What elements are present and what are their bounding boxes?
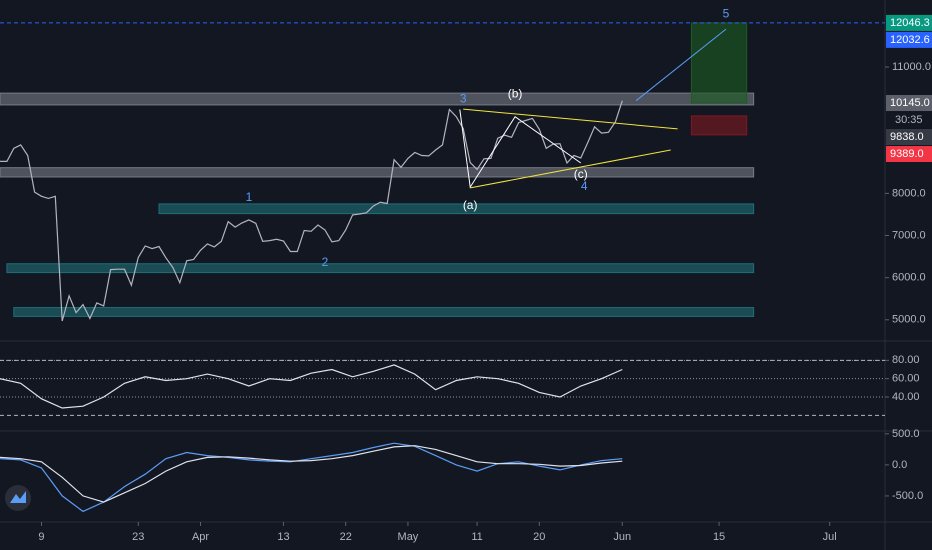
price-label: 9838.0 — [890, 131, 924, 143]
trend-line — [635, 28, 727, 102]
x-tick-label: 20 — [533, 531, 545, 543]
x-tick-label: 23 — [132, 531, 144, 543]
zone — [690, 115, 748, 136]
trend-line — [459, 109, 582, 189]
x-tick-label: 15 — [713, 531, 725, 543]
y-tick-label: 7000.0 — [892, 229, 926, 241]
price-label-box — [886, 14, 932, 31]
pane: 5 3 (b) (a) (c)4 1 2 — [0, 6, 885, 322]
price-label-box — [886, 95, 932, 112]
logo-glyph[interactable] — [10, 491, 26, 503]
x-tick-label: 11 — [471, 531, 482, 543]
y-tick-label: 11000.0 — [892, 61, 931, 73]
annotation: (b) — [508, 87, 523, 101]
x-tick-label: 13 — [277, 531, 289, 543]
zone — [13, 307, 755, 317]
annotation: 5 — [723, 6, 730, 20]
trend-line — [470, 149, 671, 189]
countdown: 30:35 — [895, 114, 923, 126]
price-label: 12046.3 — [890, 17, 930, 29]
pane — [0, 359, 885, 416]
x-tick-label: Apr — [192, 531, 209, 543]
price-label: 10145.0 — [890, 97, 930, 109]
annotation: 1 — [246, 190, 253, 204]
x-tick-label: May — [398, 531, 419, 543]
annotation: 3 — [460, 92, 467, 106]
y-tick-label: -500.0 — [892, 490, 923, 502]
y-tick-label: 80.00 — [892, 354, 920, 366]
countdown-box — [886, 112, 932, 129]
series-line — [0, 100, 623, 322]
zone — [6, 263, 755, 274]
pane — [0, 442, 623, 513]
zone — [0, 167, 755, 178]
y-tick-label: 0.0 — [892, 459, 907, 471]
zone — [690, 22, 748, 104]
annotation: (c) — [574, 167, 588, 181]
x-tick-label: 9 — [38, 531, 44, 543]
price-label-box — [886, 31, 932, 48]
price-label: 9389.0 — [890, 148, 924, 160]
x-tick-label: Jul — [823, 531, 837, 543]
y-tick-label: 8000.0 — [892, 187, 926, 199]
price-label-box — [886, 129, 932, 146]
trend-line — [463, 108, 678, 130]
y-tick-label: 40.00 — [892, 391, 920, 403]
x-tick-label: 22 — [340, 531, 352, 543]
y-tick-label: 5000.0 — [892, 314, 926, 326]
logo[interactable] — [5, 485, 31, 511]
y-tick-label: 500.0 — [892, 428, 920, 440]
price-label: 12032.6 — [890, 34, 930, 46]
x-tick-label: Jun — [613, 531, 631, 543]
annotation: 2 — [322, 255, 329, 269]
zone — [158, 203, 755, 215]
series-line — [0, 364, 623, 409]
series-line — [0, 445, 623, 503]
annotation: 4 — [581, 179, 588, 193]
y-tick-label: 6000.0 — [892, 272, 926, 284]
y-tick-label: 60.00 — [892, 373, 920, 385]
zone — [0, 92, 755, 106]
annotation: (a) — [463, 198, 478, 212]
price-label-box — [886, 146, 932, 163]
